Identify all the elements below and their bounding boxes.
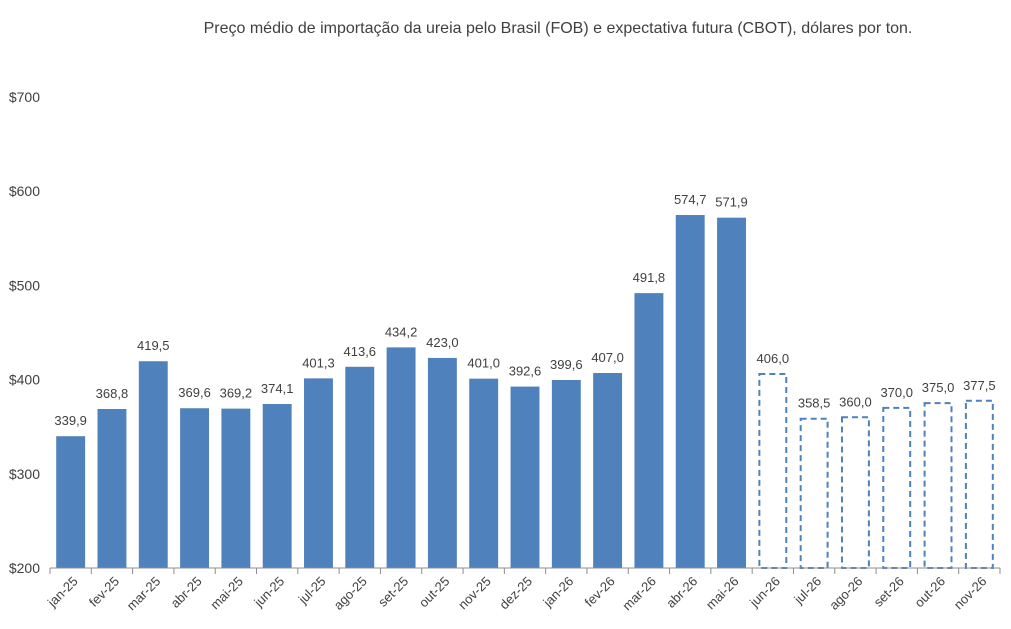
- data-bar: [262, 403, 292, 568]
- data-label: 392,6: [509, 364, 542, 379]
- x-tick-label: nov-25: [455, 574, 494, 613]
- data-label: 406,0: [757, 351, 790, 366]
- x-axis: jan-25 fev-25 mar-25 abr-25 mai-25 jun-25 jul-…: [44, 567, 1001, 614]
- x-tick-label: jan-25: [44, 574, 81, 611]
- data-bar: [304, 378, 333, 568]
- forecast-bar: [923, 402, 953, 569]
- data-bar: [180, 408, 210, 568]
- x-tick-label: abr-26: [663, 574, 700, 611]
- data-label: 407,0: [591, 350, 624, 365]
- forecast-bar: [799, 417, 829, 569]
- x-tick-label: set-26: [871, 574, 907, 610]
- data-label: 574,7: [674, 192, 707, 207]
- data-label: 434,2: [385, 324, 418, 339]
- x-tick-label: mai-25: [207, 574, 246, 613]
- data-label: 369,6: [178, 385, 211, 400]
- data-bar: [97, 408, 127, 568]
- data-bar: [469, 378, 499, 568]
- x-tick-label: abr-25: [168, 574, 205, 611]
- data-bar: [717, 217, 746, 568]
- x-tick-label: jul-26: [790, 574, 824, 608]
- data-bar: [386, 347, 416, 568]
- data-bar: [221, 408, 251, 568]
- data-label: 401,0: [467, 356, 500, 371]
- x-tick-label: mar-26: [619, 574, 659, 614]
- x-tick-label: fev-25: [86, 574, 122, 610]
- data-label: 339,9: [54, 413, 87, 428]
- data-label: 401,3: [302, 355, 335, 370]
- data-bar: [510, 386, 540, 568]
- data-label: 374,1: [261, 381, 294, 396]
- x-tick-label: mar-25: [124, 574, 164, 614]
- x-tick-label: nov-26: [951, 574, 990, 613]
- y-tick-label: $700: [9, 89, 40, 105]
- y-tick-label: $500: [9, 277, 40, 293]
- y-axis: $200 $300 $400 $500 $600 $700: [9, 89, 40, 576]
- forecast-bar: [758, 372, 788, 569]
- x-tick-label: jun-25: [250, 574, 287, 611]
- x-tick-label: set-25: [375, 574, 411, 610]
- y-tick-label: $300: [9, 466, 40, 482]
- data-label: 399,6: [550, 357, 583, 372]
- data-bar: [593, 373, 623, 568]
- forecast-bar: [882, 406, 912, 569]
- data-label: 413,6: [344, 344, 377, 359]
- data-bar: [675, 215, 705, 568]
- data-bar: [345, 366, 375, 568]
- y-tick-label: $600: [9, 183, 40, 199]
- data-label: 375,0: [922, 380, 955, 395]
- data-bar: [56, 436, 86, 568]
- forecast-bar: [840, 416, 870, 569]
- x-tick-label: mai-26: [703, 574, 742, 613]
- chart-title: Preço médio de importação da ureia pelo …: [203, 20, 913, 37]
- data-label: 368,8: [96, 386, 129, 401]
- data-label: 419,5: [137, 338, 170, 353]
- x-tick-label: out-25: [416, 574, 453, 611]
- data-label: 491,8: [633, 270, 666, 285]
- data-bar: [138, 361, 168, 568]
- data-label: 358,5: [798, 396, 831, 411]
- x-tick-label: jul-25: [295, 574, 329, 608]
- y-tick-label: $400: [9, 372, 40, 388]
- data-label: 370,0: [880, 385, 913, 400]
- data-bar: [427, 357, 457, 568]
- data-label: 369,2: [220, 386, 253, 401]
- y-tick-label: $200: [9, 560, 40, 576]
- data-label: 423,0: [426, 335, 459, 350]
- forecast-bar: [964, 399, 994, 570]
- x-tick-label: ago-26: [826, 574, 865, 613]
- x-tick-label: out-26: [911, 574, 948, 611]
- x-tick-label: ago-25: [331, 574, 370, 613]
- data-label: 360,0: [839, 394, 872, 409]
- data-bar: [551, 379, 581, 568]
- data-bar: [634, 293, 664, 568]
- x-tick-label: dez-25: [496, 574, 535, 613]
- x-tick-label: fev-26: [582, 574, 618, 610]
- data-label: 377,5: [963, 378, 996, 393]
- data-label: 571,9: [715, 195, 748, 210]
- x-tick-label: jun-26: [746, 574, 783, 611]
- x-tick-label: jan-26: [540, 574, 577, 611]
- bars: 339,9 368,8 419,5 369,6 369,2 374,1 401,3 413,6…: [54, 192, 996, 570]
